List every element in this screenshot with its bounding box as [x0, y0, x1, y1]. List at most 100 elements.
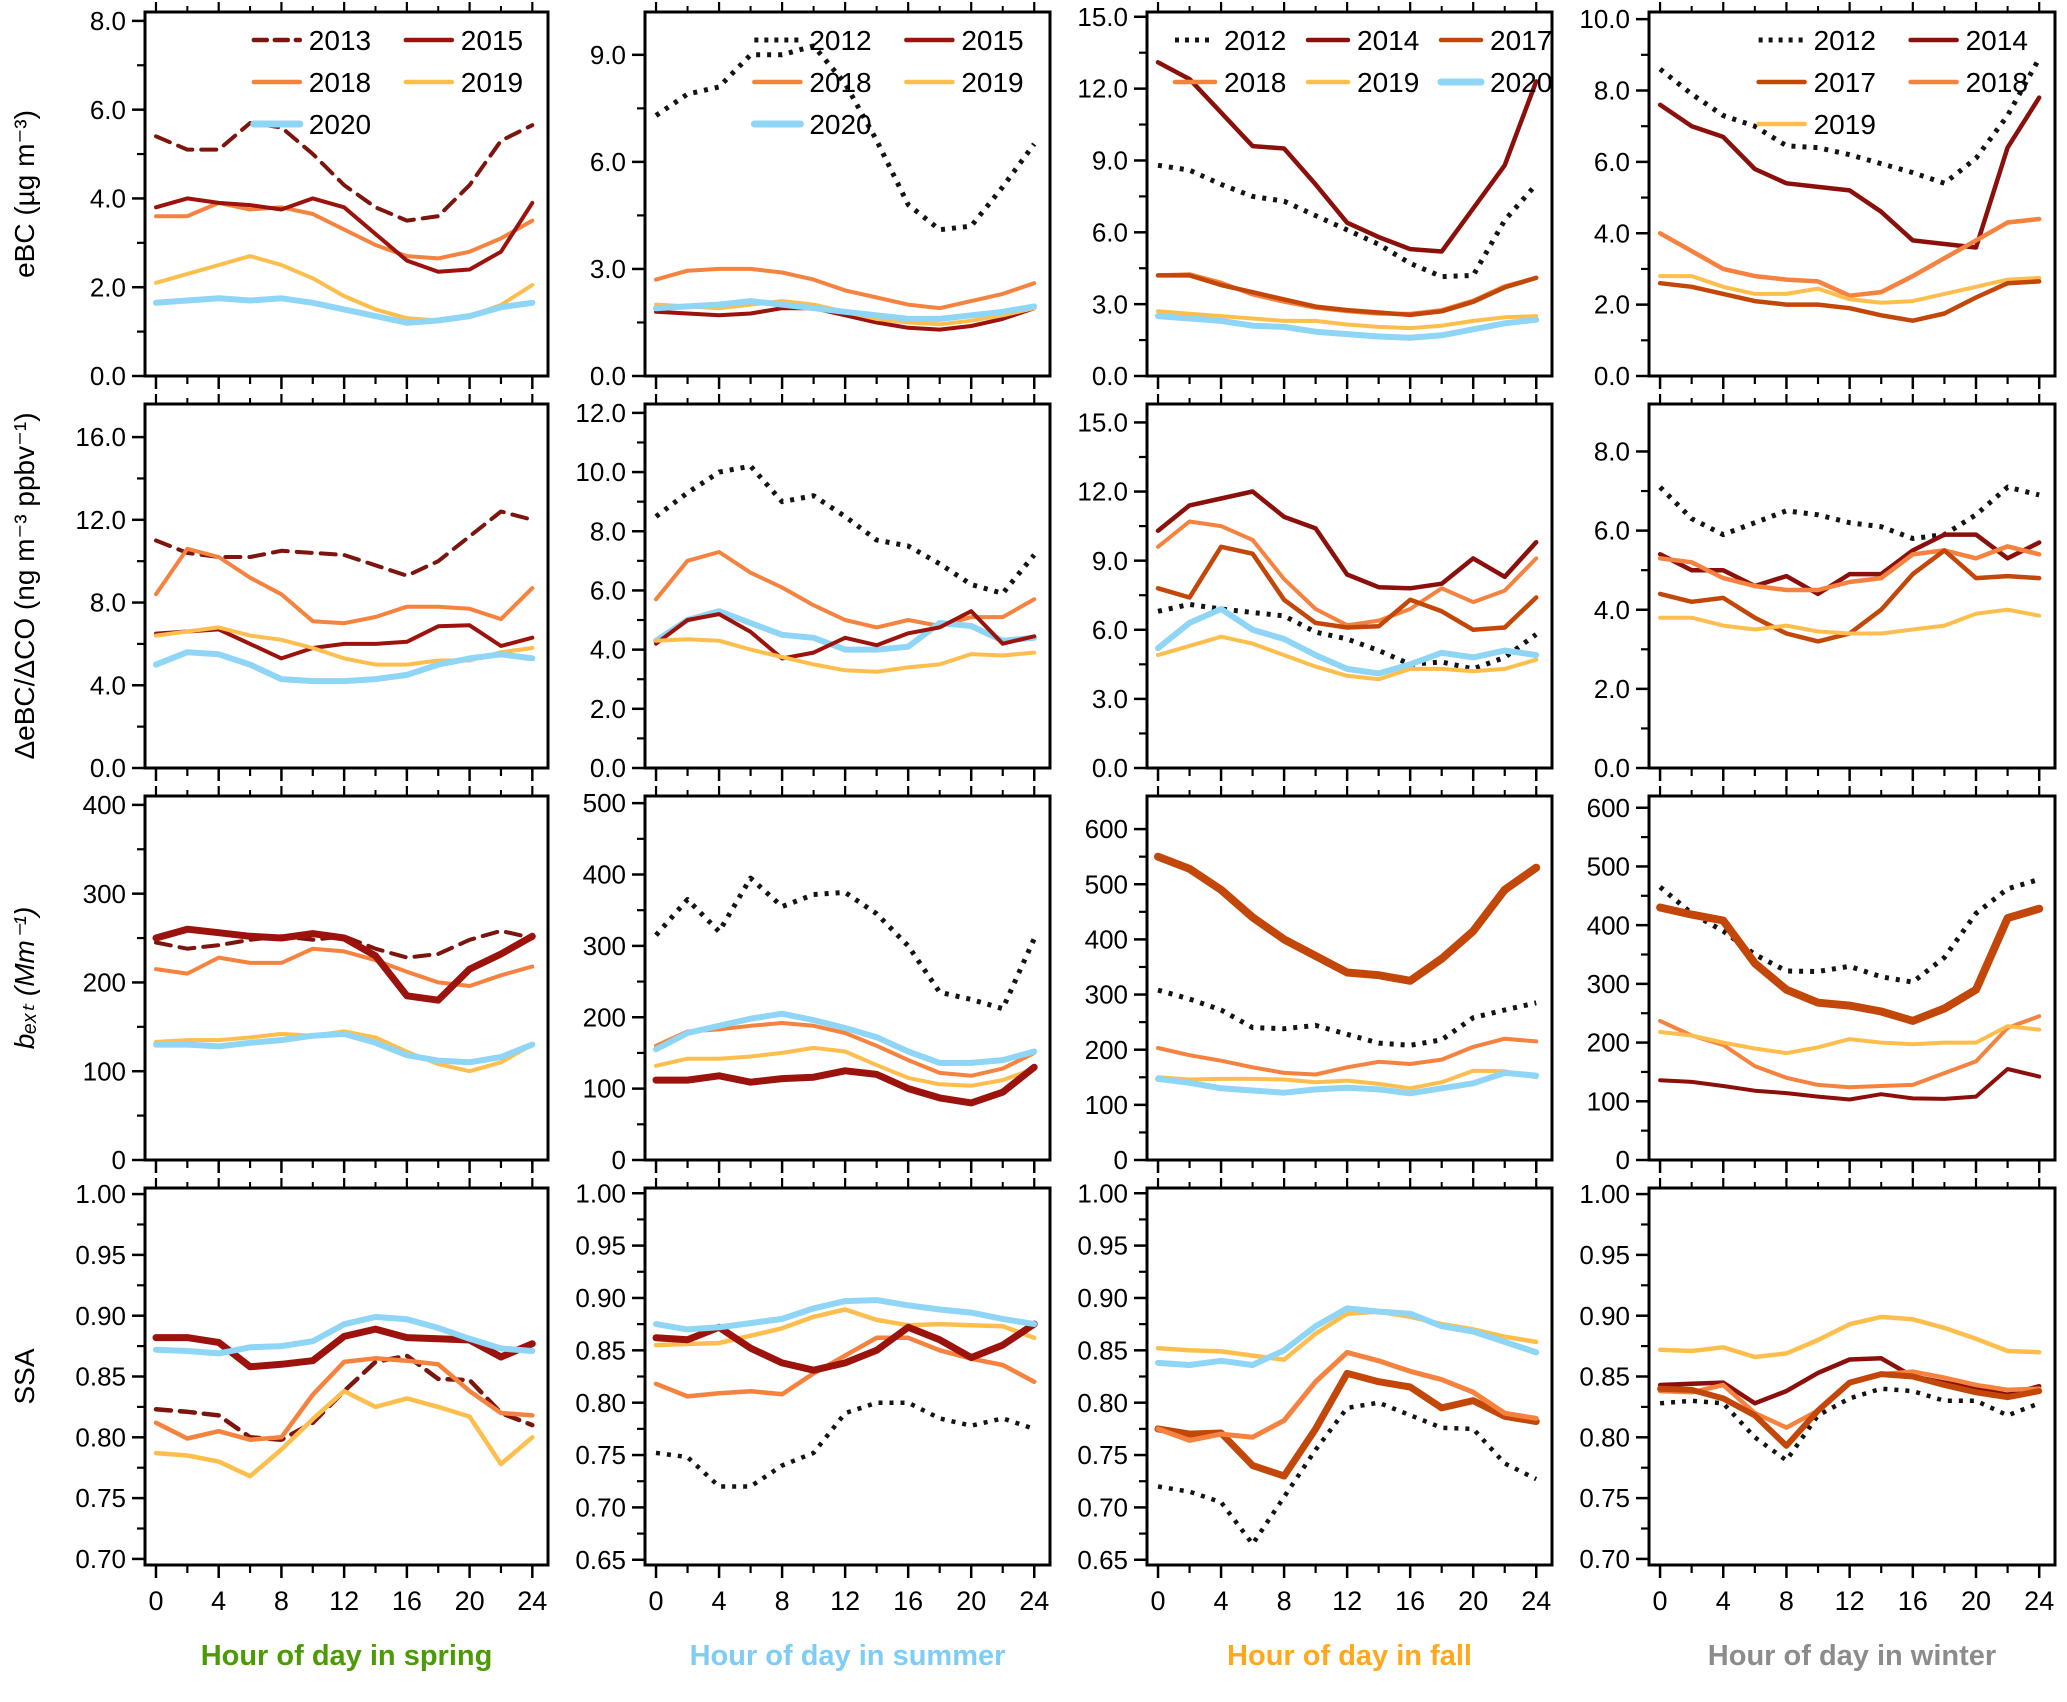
y-tick-label: 0.70 [1579, 1544, 1630, 1574]
series-ebc-fall [1155, 60, 1540, 341]
panel-cell-bext-fall: 0 100 200 300 400 500 600 [1062, 784, 1564, 1176]
y-tick-label: 9.0 [1092, 146, 1128, 176]
line-2018 [654, 266, 1037, 311]
axes-ssa-summer: 0.65 0.70 0.75 0.80 0.85 0.90 0.95 1.00 0 4 8 12 16 2… [575, 1178, 1049, 1616]
y-tick-label: 9.0 [590, 40, 626, 70]
y-tick-label: 2.0 [1594, 290, 1630, 320]
line-2017 [1656, 903, 2044, 1025]
y-tick-label: 4.0 [1594, 218, 1630, 248]
y-tick-label: 3.0 [590, 254, 626, 284]
plot-box [1647, 10, 2057, 378]
y-tick-label: 12.0 [1077, 477, 1128, 507]
panel-cell-ebc-fall: 0.0 3.0 6.0 9.0 12.0 15.0 2012 2014 2017 2018 2019… [1062, 0, 1564, 392]
y-tick-label: 4.0 [590, 635, 626, 665]
line-2012 [1658, 484, 2040, 541]
y-tick-label: 400 [83, 790, 126, 820]
y-tick-label: 6.0 [1594, 147, 1630, 177]
y-tick-label: 8.0 [1594, 76, 1630, 106]
axes-bext-fall: 0 100 200 300 400 500 600 [1085, 786, 1538, 1175]
legend-label-2015: 2015 [961, 25, 1023, 56]
line-2013 [154, 121, 535, 223]
series-ssa-winter [1657, 1314, 2043, 1463]
panel-cell-ebc-summer: 0.0 3.0 6.0 9.0 2012 2015 2018 2019 2020 [560, 0, 1062, 392]
x-tick-label: 16 [1395, 1586, 1425, 1616]
panel-bext-winter: 0 100 200 300 400 500 600 [1587, 786, 2057, 1175]
series-ssa-fall [1154, 1305, 1540, 1547]
x-tick-label: 24 [2024, 1586, 2054, 1616]
line-2014 [1657, 95, 2042, 250]
line-2013 [154, 928, 535, 960]
y-tick-label: 0.65 [1077, 1545, 1128, 1575]
x-tick-label: 4 [1716, 1586, 1731, 1616]
panel-cell-ratio-spring: 0.0 4.0 8.0 12.0 16.0 ΔeBC/ΔCO (ng m⁻³ ppbv⁻¹… [0, 392, 560, 784]
series-ratio-fall [1155, 489, 1540, 682]
y-tick-label: 300 [583, 931, 626, 961]
line-2020 [653, 1297, 1038, 1333]
plot-box [143, 10, 550, 378]
series-bext-winter [1656, 877, 2044, 1102]
line-2020 [653, 1010, 1038, 1066]
panel-ebc-fall: 0.0 3.0 6.0 9.0 12.0 15.0 2012 2014 2017 2018 2019… [1077, 2, 1554, 391]
y-tick-label: 300 [83, 879, 126, 909]
line-2020 [1155, 1069, 1540, 1097]
panel-ratio-summer: 0.0 2.0 4.0 6.0 8.0 10.0 12.0 [575, 394, 1052, 783]
axes-ebc-summer: 0.0 3.0 6.0 9.0 [590, 2, 1036, 391]
legend-label-2017: 2017 [1814, 67, 1876, 98]
x-tick-label: 16 [1898, 1586, 1928, 1616]
legend-label-2019: 2019 [1814, 109, 1876, 140]
axes-ratio-spring: 0.0 4.0 8.0 12.0 16.0 [75, 394, 534, 783]
series-ebc-summer [653, 43, 1038, 332]
legend-label-2013: 2013 [309, 25, 371, 56]
panel-cell-ssa-summer: 0.65 0.70 0.75 0.80 0.85 0.90 0.95 1.00 0 4 8 12 16 2… [560, 1176, 1062, 1697]
y-tick-label: 9.0 [1092, 546, 1128, 576]
line-2020 [1155, 1305, 1540, 1368]
y-tick-label: 400 [583, 860, 626, 890]
y-tick-label: 500 [583, 788, 626, 818]
y-tick-label: 2.0 [1594, 674, 1630, 704]
x-tick-label: 24 [517, 1586, 547, 1616]
y-tick-label: 10.0 [575, 457, 626, 487]
line-2017 [1154, 1369, 1540, 1480]
y-tick-label: 8.0 [90, 588, 126, 618]
y-tick-label: 10.0 [1579, 4, 1630, 34]
line-2014 [1657, 1356, 2042, 1406]
panel-cell-ebc-spring: 0.0 2.0 4.0 6.0 8.0 eBC (µg m⁻³) 2013 2015 2018 2… [0, 0, 560, 392]
panel-cell-ratio-winter: 0.0 2.0 4.0 6.0 8.0 [1564, 392, 2067, 784]
x-tick-label: 20 [1961, 1586, 1991, 1616]
panel-cell-bext-summer: 0 100 200 300 400 500 [560, 784, 1062, 1176]
line-2017 [1155, 544, 1539, 633]
y-tick-label: 0.0 [1092, 361, 1128, 391]
plot-box [643, 1186, 1052, 1567]
y-tick-label: 500 [1085, 869, 1128, 899]
y-tick-label: 0.90 [1077, 1283, 1128, 1313]
y-axis-title: SSA [9, 1348, 40, 1404]
line-2018 [1657, 544, 2042, 593]
axes-ssa-fall: 0.65 0.70 0.75 0.80 0.85 0.90 0.95 1.00 0 4 8 12 16 2… [1077, 1178, 1551, 1616]
x-tick-label: 24 [1019, 1586, 1049, 1616]
y-tick-label: 0.95 [1579, 1240, 1630, 1270]
y-tick-label: 1.00 [575, 1178, 626, 1208]
x-tick-label: 0 [1151, 1586, 1166, 1616]
x-tick-label: 12 [329, 1586, 359, 1616]
panel-cell-ratio-fall: 0.0 3.0 6.0 9.0 12.0 15.0 [1062, 392, 1564, 784]
panel-ssa-winter: 0.70 0.75 0.80 0.85 0.90 0.95 1.00 0 4 8 12 16 20 24 H… [1579, 1178, 2057, 1672]
line-2018 [154, 200, 535, 261]
y-tick-label: 8.0 [590, 516, 626, 546]
legend-label-2012: 2012 [1224, 25, 1286, 56]
y-tick-label: 6.0 [1092, 217, 1128, 247]
series-ebc-spring [153, 121, 536, 326]
line-2020 [1155, 606, 1540, 677]
y-tick-label: 0.75 [575, 1440, 626, 1470]
plot-box [1647, 402, 2057, 770]
y-tick-label: 4.0 [90, 184, 126, 214]
y-tick-label: 16.0 [75, 422, 126, 452]
plot-box [643, 794, 1052, 1162]
line-2018 [1156, 272, 1539, 316]
line-2020 [653, 298, 1038, 322]
line-2018 [1657, 216, 2042, 298]
y-tick-label: 0.80 [1077, 1388, 1128, 1418]
panel-cell-ssa-fall: 0.65 0.70 0.75 0.80 0.85 0.90 0.95 1.00 0 4 8 12 16 2… [1062, 1176, 1564, 1697]
panel-ssa-summer: 0.65 0.70 0.75 0.80 0.85 0.90 0.95 1.00 0 4 8 12 16 2… [575, 1178, 1052, 1672]
line-2014 [1658, 1067, 2042, 1102]
x-tick-label: 0 [649, 1586, 664, 1616]
